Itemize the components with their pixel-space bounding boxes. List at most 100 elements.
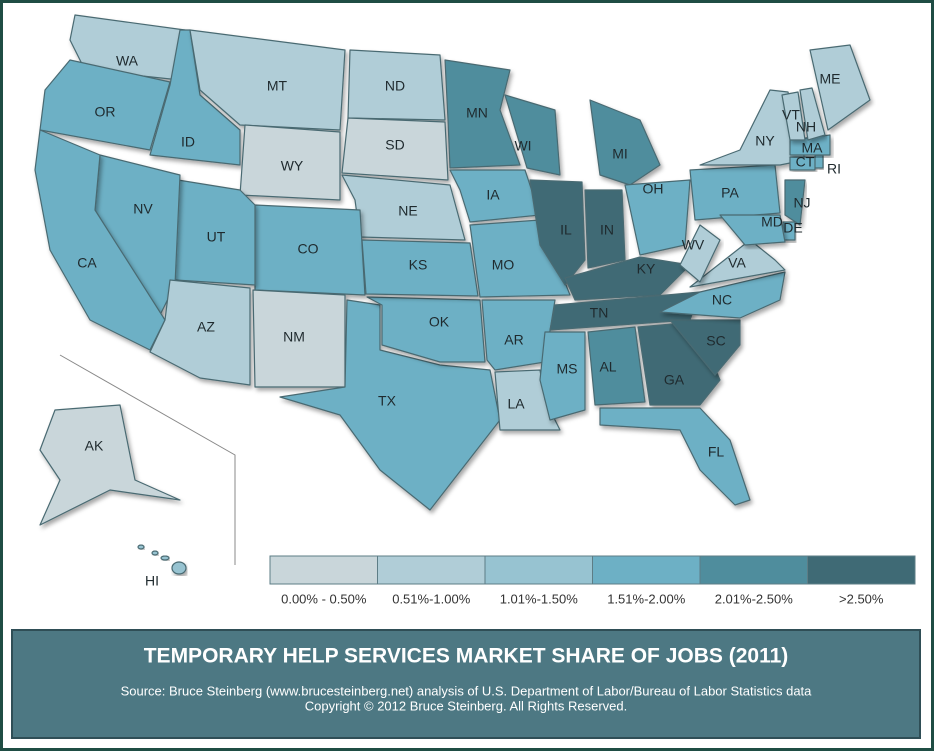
state-label: MN [466, 105, 488, 121]
state-label: TN [590, 305, 609, 321]
state-label: OK [429, 314, 450, 330]
state-label: IA [486, 187, 500, 203]
state-label: OH [643, 181, 664, 197]
state-label: AK [85, 438, 104, 454]
state [539, 331, 586, 421]
state-label: SD [385, 137, 404, 153]
title-panel [11, 629, 921, 739]
state [659, 271, 786, 319]
state [449, 169, 541, 223]
legend-label: 1.51%-2.00% [607, 591, 685, 606]
state-label: WY [281, 158, 304, 174]
state [589, 99, 661, 186]
state-label: NM [283, 329, 305, 345]
state [584, 189, 626, 269]
state-label: PA [721, 185, 739, 201]
state-label: MI [612, 146, 628, 162]
state-label: MA [802, 140, 824, 156]
legend-swatch [269, 555, 378, 585]
state [171, 561, 187, 575]
legend-label: 2.01%-2.50% [715, 591, 793, 606]
state-label: NJ [793, 195, 810, 211]
state [151, 550, 159, 556]
state [624, 179, 691, 256]
state-label: WI [514, 138, 531, 154]
state-label: ME [820, 71, 841, 87]
state [789, 156, 816, 171]
state [34, 129, 166, 351]
inset-divider [59, 354, 236, 565]
legend-label: 1.01%-1.50% [500, 591, 578, 606]
legend: 0.00% - 0.50% 0.51%-1.00% 1.01%-1.50% 1.51%… [269, 555, 916, 606]
state [366, 296, 486, 363]
state [587, 326, 646, 406]
state [529, 179, 586, 286]
state-label: HI [145, 573, 159, 589]
state-label: NE [398, 203, 417, 219]
source: Source: Bruce Steinberg (www.brucesteinb… [121, 683, 813, 698]
state-label: TX [378, 393, 397, 409]
state-label: FL [708, 444, 725, 460]
state-label: DE [783, 220, 802, 236]
state-label: RI [827, 161, 841, 177]
copyright: Copyright © 2012 Bruce Steinberg. All Ri… [305, 698, 627, 713]
state-label: ND [385, 78, 405, 94]
state [719, 214, 786, 246]
legend-label: 0.51%-1.00% [392, 591, 470, 606]
state [39, 404, 181, 526]
state [699, 89, 806, 166]
state [137, 544, 145, 550]
state [239, 124, 341, 201]
state [679, 224, 721, 283]
state [160, 555, 170, 561]
state-label: WA [116, 53, 139, 69]
state-label: NH [796, 119, 816, 135]
state [279, 299, 501, 511]
state-label: AL [599, 359, 616, 375]
state [781, 91, 806, 141]
state-label: GA [664, 372, 685, 388]
state [341, 174, 466, 241]
state-label: MS [557, 361, 578, 377]
state [189, 29, 346, 131]
legend-swatch [484, 555, 593, 585]
legend-label: 0.00% - 0.50% [281, 591, 367, 606]
state-label: CO [298, 241, 319, 257]
states: WA OR ID MT WY ND SD NE CO UT NV CA AZ NM TX OK KS MN IA MO… [34, 14, 871, 589]
state-label: IN [600, 222, 614, 238]
legend-swatch [699, 555, 808, 585]
state-label: CA [77, 255, 97, 271]
state [689, 164, 781, 221]
state-label: ID [181, 134, 195, 150]
state [564, 256, 691, 301]
state [347, 49, 446, 121]
legend-swatch [377, 555, 486, 585]
state-label: KS [409, 257, 428, 273]
state [39, 59, 171, 151]
state-label: CT [796, 154, 815, 170]
state [784, 179, 806, 226]
state [689, 239, 786, 288]
state [341, 117, 449, 181]
state-label: NV [133, 201, 153, 217]
state [809, 44, 871, 131]
state-label: VT [782, 107, 800, 123]
state [481, 299, 556, 371]
legend-swatch [807, 555, 916, 585]
state [599, 407, 751, 506]
state-label: LA [507, 396, 525, 412]
state [444, 59, 521, 169]
state-label: SC [706, 333, 725, 349]
state [814, 154, 824, 169]
state-label: UT [207, 229, 226, 245]
map-title: TEMPORARY HELP SERVICES MARKET SHARE OF … [144, 645, 789, 668]
state-label: MT [267, 78, 288, 94]
state-label: IL [560, 222, 572, 238]
legend-label: >2.50% [839, 591, 884, 606]
state-label: AR [504, 332, 523, 348]
legend-swatch [592, 555, 701, 585]
state [149, 279, 251, 386]
state-label: NY [755, 133, 775, 149]
state-label: VA [728, 255, 746, 271]
